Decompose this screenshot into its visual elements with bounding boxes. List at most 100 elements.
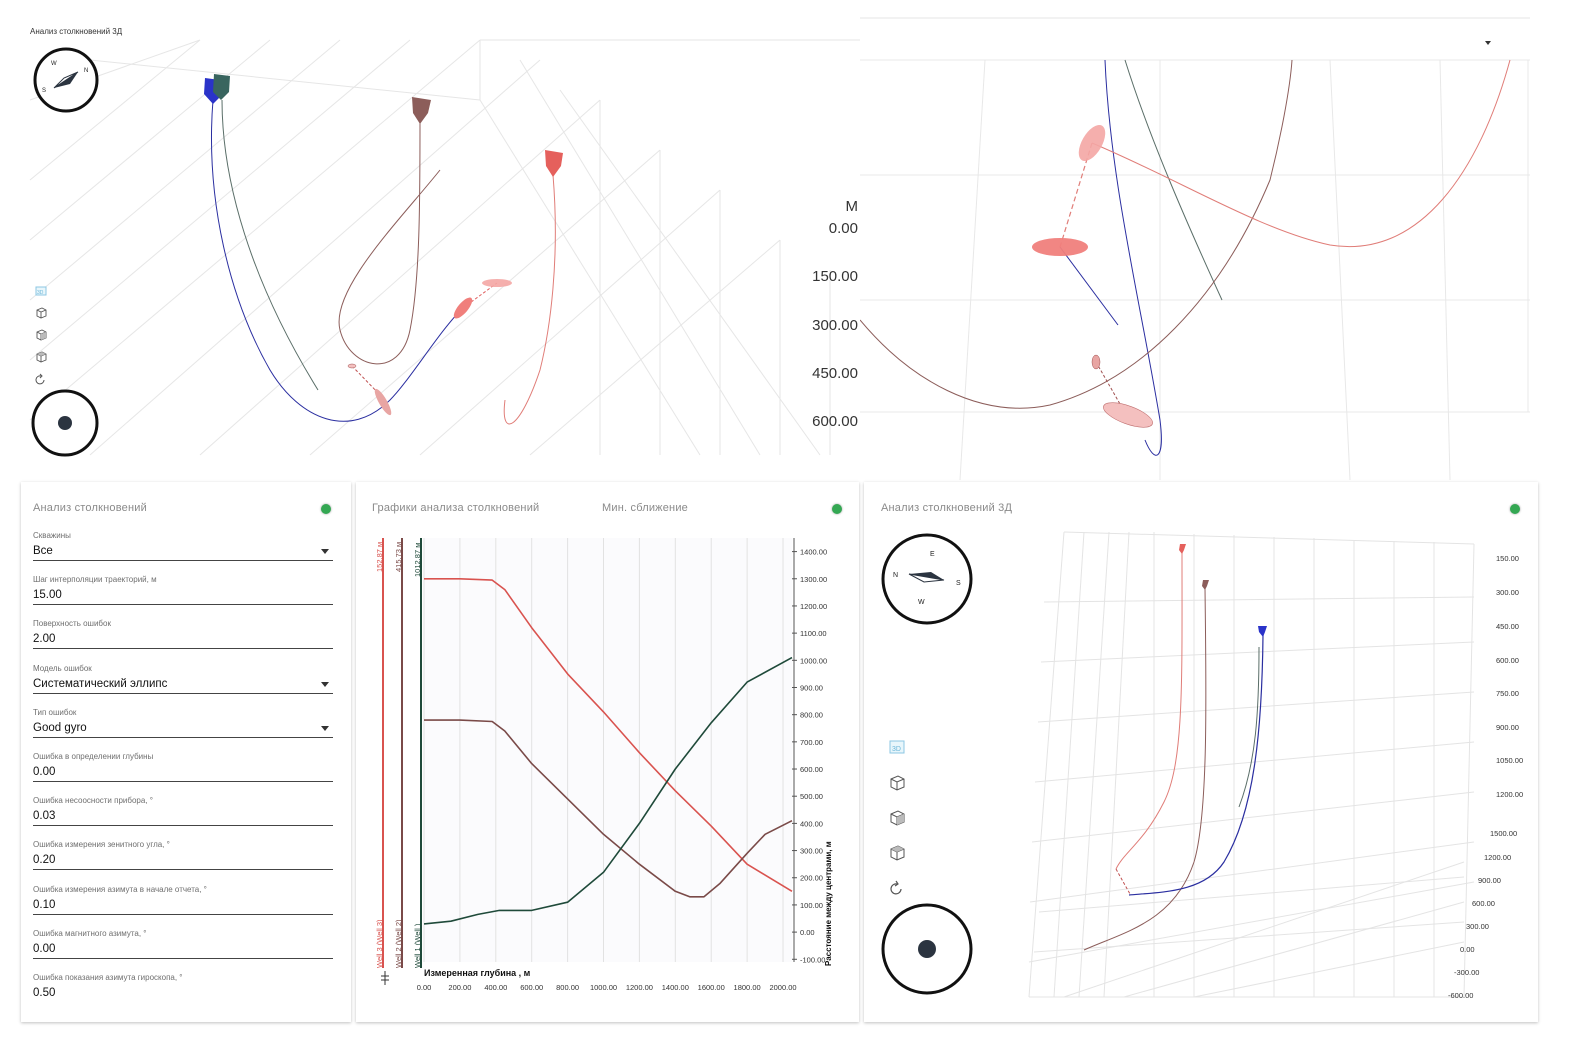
axis-tick: 900.00 [1496,723,1519,732]
compass-n-label: N [893,572,898,579]
y-tick-label: 600.00 [800,765,823,774]
collision-3d-panel: Анализ столкновений 3Д N E S W [864,482,1538,1022]
x-tick-label: 0.00 [417,983,432,992]
3d-view-icon[interactable]: 3D [888,738,906,756]
top-view-icon[interactable] [34,350,48,364]
y-tick-label: 800.00 [800,711,823,720]
axis-tick: -300.00 [1454,968,1480,977]
collision-charts-panel: Графики анализа столкновений Мин. сближе… [356,482,859,1022]
azimuth-start-error-field[interactable]: Ошибка измерения азимута в начале отчета… [33,885,333,915]
compass-s-label: S [956,580,961,587]
min-approach-chart[interactable]: 0.00 200.00 400.00 600.00 800.00 1000.00 1200.… [356,482,859,1022]
y-tick-label: 300.00 [800,847,823,856]
top-right-3d-view[interactable] [860,0,1582,480]
axis-tick: 0.00 [1460,945,1475,954]
compass-icon [881,533,973,625]
series-line-1 [424,578,793,892]
side-view-icon[interactable] [888,809,906,827]
svg-text:3D: 3D [37,290,44,296]
error-type-select[interactable]: Тип ошибок Good gyro [33,708,333,738]
wells-select[interactable]: Скважины Все [33,531,333,561]
axis-tick: 450.00 [1496,622,1519,631]
axis-tick: 1200.00 [1484,853,1512,862]
panel-title: Анализ столкновений 3Д [881,502,1013,514]
depth-unit-label: М [845,198,859,215]
y-tick-label: 1000.00 [800,656,827,665]
x-tick-label: 1000.00 [590,983,617,992]
panel-subtitle: Мин. сближение [602,502,688,514]
reset-view-icon[interactable] [888,880,906,898]
well-1-bar[interactable] [420,538,422,968]
y-tick-label: 700.00 [800,738,823,747]
chevron-down-icon [321,682,329,687]
misalignment-error-field[interactable]: Ошибка несоосности прибора, ° 0.03 [33,796,333,826]
status-indicator [832,504,842,514]
compass-icon [33,47,99,113]
panel-title: Графики анализа столкновений [372,502,540,514]
well-3-bar[interactable] [382,538,384,968]
settings-form[interactable]: Скважины Все Шаг интерполяции траекторий… [21,527,351,997]
series-line-2 [424,719,793,898]
y-tick-label: 0.00 [800,928,815,937]
depth-tick: 450.00 [812,365,858,382]
axis-tick: 600.00 [1472,899,1495,908]
status-indicator [1510,504,1520,514]
3d-scene-zoom[interactable] [860,0,1582,480]
x-tick-label: 1400.00 [662,983,689,992]
depth-error-field[interactable]: Ошибка в определении глубины 0.00 [33,752,333,782]
top-view-icon[interactable] [888,844,906,862]
axis-tick: 1200.00 [1496,790,1524,799]
axis-tick: 600.00 [1496,656,1519,665]
front-view-icon[interactable] [34,306,48,320]
plot-area [424,538,792,962]
3d-scene-full[interactable]: N E S W [864,482,1538,1022]
side-view-icon[interactable] [34,328,48,342]
axis-tick: 750.00 [1496,689,1519,698]
x-tick-label: 2000.00 [769,983,796,992]
view-title: Анализ столкновений 3Д [30,27,123,36]
x-tick-label: 1800.00 [734,983,761,992]
interpolation-step-field[interactable]: Шаг интерполяции траекторий, м 15.00 [33,575,333,605]
panel-title: Анализ столкновений [33,502,147,514]
compass-n-label: N [84,68,88,74]
axis-tick: 1500.00 [1490,829,1518,838]
y-tick-label: 400.00 [800,819,823,828]
y-tick-label: 900.00 [800,683,823,692]
y-tick-label: -100.00 [800,955,825,964]
axis-tick: -600.00 [1448,991,1474,1000]
collision-settings-panel: Анализ столкновений Скважины Все Шаг инт… [21,482,351,1022]
compass-s-label: S [42,88,46,94]
axis-tick: 300.00 [1496,588,1519,597]
status-indicator [321,504,331,514]
depth-tick: 150.00 [812,268,858,285]
3d-scene[interactable]: W N S [0,0,860,470]
magnetic-azimuth-error-field[interactable]: Ошибка магнитного азимута, ° 0.00 [33,929,333,959]
error-surface-field[interactable]: Поверхность ошибок 2.00 [33,619,333,649]
resize-handle-icon[interactable] [380,971,390,985]
gyro-azimuth-error-field[interactable]: Ошибка показания азимута гироскопа, ° 0.… [33,973,333,997]
chevron-down-icon [321,549,329,554]
x-tick-label: 200.00 [448,983,471,992]
top-left-3d-view[interactable]: Анализ столкновений 3Д W N S [0,0,860,470]
x-tick-label: 800.00 [556,983,579,992]
3d-view-icon[interactable]: 3D [34,284,48,298]
series-line-3 [423,656,793,925]
joystick-icon [31,389,99,457]
depth-tick: 0.00 [828,220,858,237]
y-tick-label: 1200.00 [800,602,827,611]
joystick-icon [881,903,973,995]
x-tick-label: 600.00 [520,983,543,992]
depth-tick: 300.00 [812,317,858,334]
well-2-bar[interactable] [401,538,403,968]
y-tick-label: 200.00 [800,874,823,883]
y-axis-title: Расстояние между центрами, м [824,841,833,966]
reset-view-icon[interactable] [34,373,48,387]
chevron-down-icon [321,726,329,731]
axis-tick: 300.00 [1466,922,1489,931]
y-tick-label: 500.00 [800,792,823,801]
front-view-icon[interactable] [888,774,906,792]
error-model-select[interactable]: Модель ошибок Систематический эллипс [33,664,333,694]
y-tick-label: 1100.00 [800,629,827,638]
zenith-error-field[interactable]: Ошибка измерения зенитного угла, ° 0.20 [33,840,333,870]
y-tick-label: 100.00 [800,901,823,910]
